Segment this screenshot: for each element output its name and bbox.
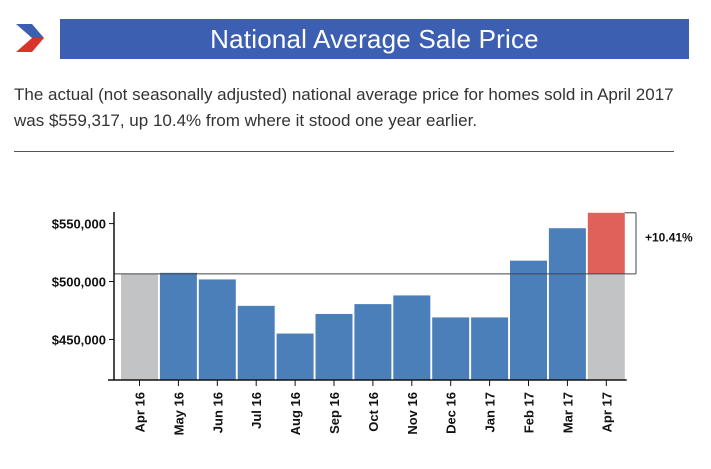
x-tick-label-0: Apr 16 xyxy=(133,392,148,432)
bar-12-base xyxy=(587,273,625,380)
x-tick-label-7: Nov 16 xyxy=(405,392,420,435)
page-subtitle: The actual (not seasonally adjusted) nat… xyxy=(14,85,674,130)
bar-9 xyxy=(471,317,509,380)
bar-11 xyxy=(548,228,586,380)
logo-red-shape xyxy=(16,38,44,52)
title-bar: National Average Sale Price xyxy=(60,19,689,59)
logo-blue-shape xyxy=(16,24,44,38)
x-tick-label-1: May 16 xyxy=(171,392,186,435)
x-tick-label-12: Apr 17 xyxy=(599,392,614,432)
change-annotation: +10.41% xyxy=(645,230,693,244)
bar-2 xyxy=(198,279,236,380)
divider xyxy=(14,151,674,152)
x-tick-label-5: Sep 16 xyxy=(327,392,342,434)
x-tick-label-4: Aug 16 xyxy=(288,392,303,435)
y-tick-label-1: $500,000 xyxy=(52,275,106,290)
bar-8 xyxy=(432,317,470,380)
bar-12-increase xyxy=(587,212,625,274)
bar-4 xyxy=(276,333,314,380)
bar-5 xyxy=(315,313,353,380)
x-tick-label-2: Jun 16 xyxy=(210,392,225,433)
x-tick-label-8: Dec 16 xyxy=(444,392,459,434)
bar-1 xyxy=(159,272,197,380)
y-tick-label-0: $450,000 xyxy=(52,332,106,347)
bar-0 xyxy=(121,273,158,380)
x-tick-label-3: Jul 16 xyxy=(249,392,264,429)
bar-10 xyxy=(510,260,547,380)
x-tick-label-6: Oct 16 xyxy=(366,392,381,432)
x-tick-label-10: Feb 17 xyxy=(522,392,537,433)
x-tick-label-11: Mar 17 xyxy=(560,392,575,433)
page-title: National Average Sale Price xyxy=(210,23,539,54)
bar-7 xyxy=(393,295,431,380)
x-tick-label-9: Jan 17 xyxy=(483,392,498,432)
y-tick-label-2: $550,000 xyxy=(52,217,106,232)
bar-6 xyxy=(354,304,392,380)
bar-3 xyxy=(237,305,275,380)
brand-logo xyxy=(16,24,44,52)
